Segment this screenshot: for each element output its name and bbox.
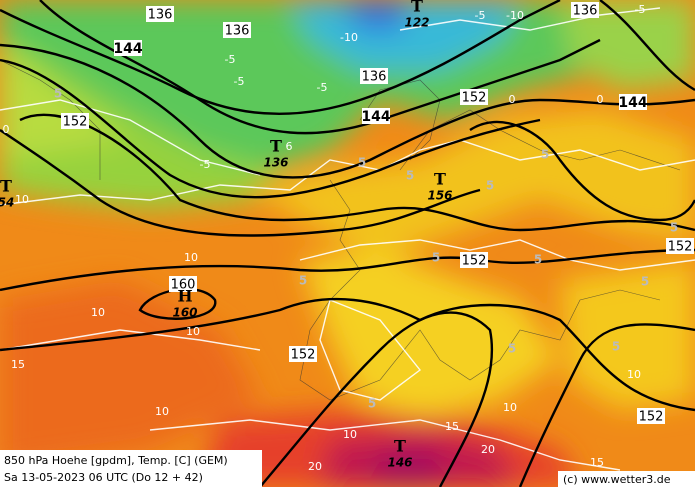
height-label-box xyxy=(360,68,388,84)
temperature-label: 5 xyxy=(358,156,366,170)
height-label-box xyxy=(289,346,317,362)
temperature-label: 10 xyxy=(503,401,517,414)
height-label: 136 xyxy=(148,8,173,23)
center-kind: T xyxy=(270,137,282,156)
credit: (c) www.wetter3.de xyxy=(563,473,671,486)
temperature-label: 20 xyxy=(481,443,495,456)
temperature-label: -5 xyxy=(475,9,486,22)
temperature-label: -5 xyxy=(317,81,328,94)
temperature-label: -5 xyxy=(234,75,245,88)
height-label-box xyxy=(169,276,197,292)
footer-line1: 850 hPa Hoehe [gpdm], Temp. [C] (GEM) xyxy=(4,454,228,467)
temperature-label: 0 xyxy=(3,123,10,136)
center-value: 122 xyxy=(404,16,429,30)
temperature-label: -5 xyxy=(200,158,211,171)
temperature-label: 6 xyxy=(286,140,293,153)
temperature-label: 10 xyxy=(343,428,357,441)
height-label: 152 xyxy=(639,410,664,425)
height-label: 160 xyxy=(171,278,196,293)
temperature-label: 10 xyxy=(184,251,198,264)
temperature-label: 15 xyxy=(590,456,604,469)
temperature-label: 5 xyxy=(486,179,494,193)
height-label: 152 xyxy=(63,115,88,130)
temperature-label: 10 xyxy=(91,306,105,319)
temperature-label: 20 xyxy=(308,460,322,473)
temperature-label: -5 xyxy=(635,3,646,16)
temperature-label: -10 xyxy=(506,9,524,22)
temperature-label: -5 xyxy=(225,53,236,66)
temperature-label: 5 xyxy=(432,251,440,265)
temperature-label: 10 xyxy=(155,405,169,418)
center-value: 136 xyxy=(263,156,288,170)
height-label-box xyxy=(637,408,665,424)
temperature-label: 5 xyxy=(670,221,678,235)
center-kind: H xyxy=(177,287,192,306)
center-kind: T xyxy=(411,0,423,16)
height-label-box xyxy=(666,238,694,254)
height-label-box xyxy=(362,108,390,124)
temperature-label: 10 xyxy=(186,325,200,338)
height-label: 144 xyxy=(113,41,142,57)
temperature-label: -10 xyxy=(340,31,358,44)
center-value: 146 xyxy=(387,456,412,470)
height-label-box xyxy=(223,22,251,38)
temperature-label: 5 xyxy=(534,253,542,267)
footer-line2: Sa 13-05-2023 06 UTC (Do 12 + 42) xyxy=(4,471,203,484)
height-label-box xyxy=(619,94,647,110)
center-kind: T xyxy=(394,437,406,456)
center-kind: T xyxy=(0,177,12,196)
temperature-label: 5 xyxy=(299,274,307,288)
center-value: 156 xyxy=(427,189,452,203)
height-label: 136 xyxy=(225,24,250,39)
map-labels: 136 136 144 136 144 152 144 152 136 152 152 152 152 1… xyxy=(0,0,694,473)
temperature-label: 5 xyxy=(368,397,376,411)
temperature-label: 15 xyxy=(445,420,459,433)
temperature-label: 5 xyxy=(406,169,414,183)
height-label: 152 xyxy=(291,348,316,363)
temperature-label: 10 xyxy=(15,193,29,206)
temperature-label: 5 xyxy=(641,275,649,289)
temperature-label: 0 xyxy=(509,93,516,106)
temperature-label: 5 xyxy=(612,340,620,354)
temperature-isotherms xyxy=(0,7,695,471)
height-label: 136 xyxy=(362,70,387,85)
height-label: 144 xyxy=(361,109,390,125)
height-label-box xyxy=(146,6,174,22)
height-label-box xyxy=(571,2,599,18)
coastlines xyxy=(0,59,681,401)
height-label: 152 xyxy=(462,254,487,269)
center-kind: T xyxy=(434,170,446,189)
height-label: 144 xyxy=(618,95,647,111)
temperature-label: 10 xyxy=(627,368,641,381)
center-value: 54 xyxy=(0,196,14,210)
footer: 850 hPa Hoehe [gpdm], Temp. [C] (GEM) Sa… xyxy=(0,450,695,487)
temperature-label: 0 xyxy=(597,93,604,106)
temperature-label: 15 xyxy=(11,358,25,371)
temperature-label: 5 xyxy=(541,148,549,162)
height-label: 152 xyxy=(668,240,693,255)
height-label-box xyxy=(460,252,488,268)
height-label: 152 xyxy=(462,91,487,106)
height-label-box xyxy=(460,89,488,105)
temperature-label: 5 xyxy=(508,342,516,356)
temperature-label: 5 xyxy=(54,87,62,101)
height-label-box xyxy=(114,40,142,56)
center-value: 160 xyxy=(172,306,197,320)
height-label: 136 xyxy=(573,4,598,19)
height-label-box xyxy=(61,113,89,129)
